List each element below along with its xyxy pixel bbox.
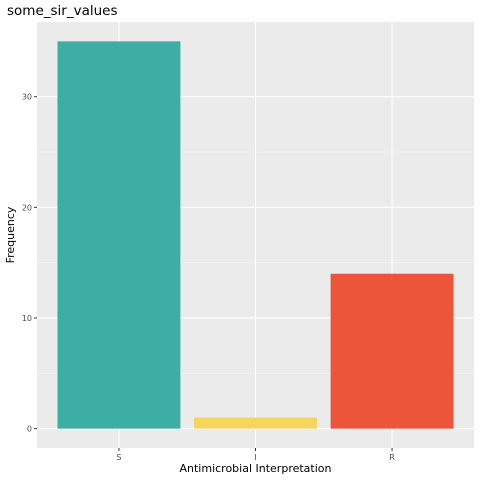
- bar-S: [57, 41, 181, 429]
- x-tick-label: I: [254, 453, 256, 462]
- y-tick-label: 30: [22, 93, 32, 102]
- y-tick-label: 10: [22, 314, 32, 323]
- y-axis-title: Frequency: [4, 206, 17, 263]
- y-tick-label: 20: [22, 203, 32, 212]
- x-tick-label: S: [116, 453, 121, 462]
- axis-ticks: 0 10 20 30 S I R: [22, 93, 395, 462]
- bars: [57, 41, 454, 429]
- x-tick-label: R: [389, 453, 395, 462]
- bar-R: [330, 273, 454, 429]
- y-tick-label: 0: [27, 425, 32, 434]
- x-axis-title: Antimicrobial Interpretation: [179, 462, 331, 475]
- bar-I: [194, 417, 317, 429]
- chart-title: some_sir_values: [7, 3, 118, 19]
